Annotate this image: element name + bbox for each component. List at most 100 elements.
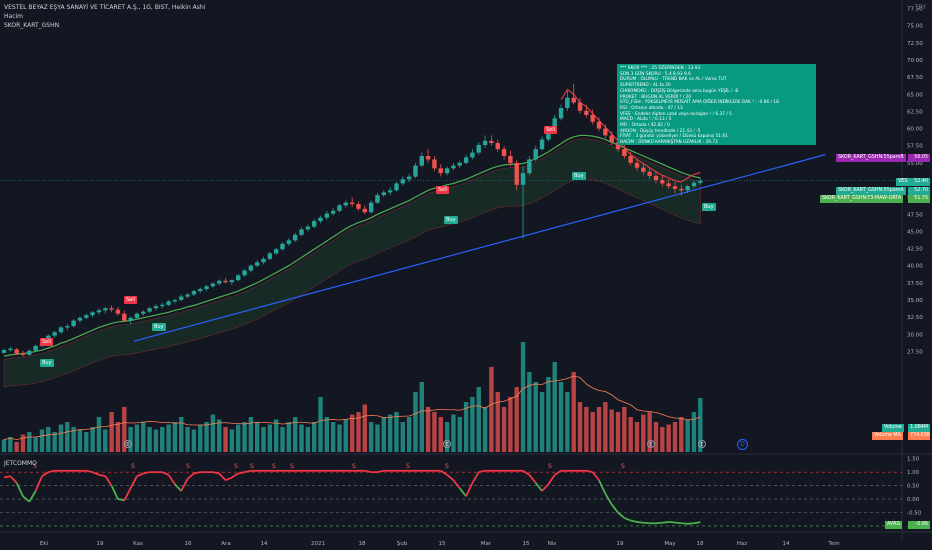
osc-s-marker: S xyxy=(33,463,37,470)
osc-line-segment xyxy=(238,471,245,475)
volume-bar xyxy=(141,422,146,452)
osc-line-segment xyxy=(465,482,474,497)
volume-bar xyxy=(65,422,70,452)
candle-body xyxy=(514,162,519,185)
time-tick-label: 19 xyxy=(617,541,624,547)
osc-line-segment xyxy=(86,469,93,474)
info-line: MACD : ALda ! / 0.13 / 5 xyxy=(620,117,672,123)
candle-body xyxy=(413,165,418,177)
osc-tick-label: 0.00 xyxy=(907,497,920,503)
info-line: CHIKOMOKO : DÜŞÜŞ Bölgesinde ama bugün Y… xyxy=(620,88,739,94)
volume-bar xyxy=(641,414,646,452)
candle-body xyxy=(438,168,443,174)
volume-bar xyxy=(647,412,652,452)
candle-body xyxy=(451,165,456,169)
candle-body xyxy=(457,162,462,166)
price-label-value: 52.40 xyxy=(908,178,930,186)
volume-bar xyxy=(115,422,121,452)
candle-body xyxy=(609,135,614,143)
candle-body xyxy=(571,97,576,103)
time-tick-label: Mar xyxy=(481,541,492,547)
volume-bar xyxy=(305,427,311,452)
osc-line-segment xyxy=(623,517,632,522)
volume-bar xyxy=(52,432,57,452)
volume-bar xyxy=(172,422,178,452)
candle-body xyxy=(128,317,133,321)
info-line: *** SKOR *** : 25 ÜZERİNDEN : 13.93 xyxy=(620,66,701,71)
candle-body xyxy=(508,156,513,163)
candle-body xyxy=(653,175,659,180)
volume-bar xyxy=(90,427,95,452)
candle-body xyxy=(406,176,412,180)
candle-body xyxy=(425,156,431,160)
osc-tick-label: -0.50 xyxy=(907,511,922,517)
candle-body xyxy=(387,190,393,193)
volume-bar xyxy=(122,407,127,452)
osc-line-segment xyxy=(440,470,448,476)
volume-bar xyxy=(198,424,203,452)
skor-indicator-label[interactable]: SKOR_KART_GSHN xyxy=(4,22,60,29)
volume-bar xyxy=(324,417,330,452)
settings-icon[interactable]: D xyxy=(737,439,748,450)
candle-body xyxy=(255,262,260,266)
earnings-icon[interactable]: E xyxy=(698,440,706,448)
sell-signal: Sell xyxy=(40,338,54,346)
osc-line-segment xyxy=(446,474,455,481)
earnings-icon[interactable]: E xyxy=(124,440,132,448)
volume-bar xyxy=(147,427,152,452)
volume-bar xyxy=(691,412,697,452)
volume-bar xyxy=(103,429,108,452)
candle-body xyxy=(160,304,165,307)
volume-bar xyxy=(501,407,507,452)
osc-s-marker: S xyxy=(250,463,254,470)
osc-s-marker: S xyxy=(445,463,449,470)
osc-tick-label: 0.50 xyxy=(907,484,920,490)
time-tick-label: 2021 xyxy=(311,541,325,547)
osc-line-segment xyxy=(110,485,119,500)
volume-bar xyxy=(210,414,216,452)
volume-bar xyxy=(609,409,614,452)
earnings-icon[interactable]: E xyxy=(647,440,655,448)
osc-line-segment xyxy=(129,475,138,489)
osc-line-segment xyxy=(244,469,252,474)
osc-label-name: AVRG xyxy=(885,521,903,529)
osc-line-segment xyxy=(528,474,537,484)
osc-line-segment xyxy=(9,475,18,484)
time-tick-label: Tem xyxy=(827,541,839,547)
candle-body xyxy=(103,308,108,311)
osc-line-segment xyxy=(586,469,593,474)
volume-bar xyxy=(27,432,32,452)
time-tick-label: Kas xyxy=(133,541,143,547)
candle-body xyxy=(375,195,380,203)
volume-indicator-label[interactable]: Hacim xyxy=(4,13,23,20)
earnings-icon[interactable]: E xyxy=(443,440,451,448)
volume-bar xyxy=(84,432,89,452)
info-line: HACİM : DÜNKÜ KAPANIŞTAN UZAKLIK : 39.72 xyxy=(620,140,718,145)
osc-line-segment xyxy=(636,521,644,524)
osc-line-segment xyxy=(41,471,49,477)
candle-body xyxy=(166,301,171,305)
candle-body xyxy=(115,309,121,314)
osc-line-segment xyxy=(377,469,384,474)
price-tick-label: 57.50 xyxy=(907,144,923,150)
oscillator-title[interactable]: JETCOMMO xyxy=(4,460,37,467)
candle-body xyxy=(330,210,336,214)
buy-signal: Buy xyxy=(152,323,166,331)
volume-bar xyxy=(698,398,703,452)
info-line: AROON : Düşüş trendinde / 21.43 / -5 xyxy=(620,128,701,134)
price-tick-label: 72.50 xyxy=(907,41,923,47)
volume-bar xyxy=(20,434,26,452)
volume-bar xyxy=(273,419,279,452)
volume-bar xyxy=(280,427,285,452)
candle-body xyxy=(267,253,273,259)
osc-line-segment xyxy=(604,493,613,505)
time-tick-label: Ara xyxy=(221,541,230,547)
buy-signal: Buy xyxy=(702,203,716,211)
candle-body xyxy=(577,102,583,111)
volume-bar xyxy=(261,427,266,452)
osc-line-segment xyxy=(231,472,239,479)
candle-body xyxy=(58,327,64,333)
time-tick-label: Şub xyxy=(397,541,408,547)
chart-title: VESTEL BEYAZ EŞYA SANAYİ VE TİCARET A.Ş.… xyxy=(4,4,206,11)
